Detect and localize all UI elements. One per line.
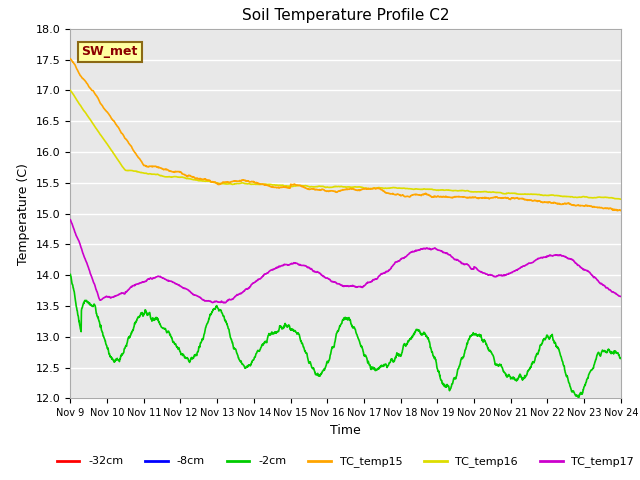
Text: SW_met: SW_met [81,46,138,59]
-2cm [95,317,102,323]
TC_temp17 [67,217,74,223]
TC_temp17 [617,294,625,300]
-2cm [601,348,609,354]
Legend: -32cm, -8cm, -2cm, TC_temp15, TC_temp16, TC_temp17: -32cm, -8cm, -2cm, TC_temp15, TC_temp16,… [52,452,639,472]
TC_temp16 [500,191,508,196]
TC_temp17 [95,294,102,300]
-2cm [319,368,327,373]
TC_temp15 [67,56,74,62]
-2cm [575,395,582,400]
-2cm [601,348,609,354]
TC_temp15 [334,189,342,194]
TC_temp17 [601,284,609,289]
TC_temp16 [95,129,102,135]
Y-axis label: Temperature (C): Temperature (C) [17,163,30,264]
X-axis label: Time: Time [330,424,361,437]
TC_temp15 [601,205,609,211]
-2cm [500,369,508,375]
-2cm [67,272,74,277]
Line: -2cm: -2cm [70,275,621,397]
Line: TC_temp15: TC_temp15 [70,59,621,211]
TC_temp17 [500,272,508,278]
TC_temp16 [319,183,327,189]
TC_temp17 [320,274,328,279]
Line: TC_temp16: TC_temp16 [70,90,621,199]
Title: Soil Temperature Profile C2: Soil Temperature Profile C2 [242,9,449,24]
TC_temp15 [500,195,508,201]
TC_temp16 [601,194,609,200]
TC_temp17 [221,300,229,306]
TC_temp16 [601,194,609,200]
TC_temp17 [335,281,342,287]
TC_temp15 [319,187,327,192]
-2cm [334,328,342,334]
Line: TC_temp17: TC_temp17 [70,220,621,303]
TC_temp15 [617,207,625,213]
TC_temp16 [617,196,625,202]
TC_temp16 [334,184,342,190]
TC_temp17 [601,283,609,289]
-2cm [617,355,625,361]
TC_temp15 [613,208,621,214]
TC_temp15 [601,205,609,211]
TC_temp16 [67,87,74,93]
TC_temp15 [95,96,102,102]
